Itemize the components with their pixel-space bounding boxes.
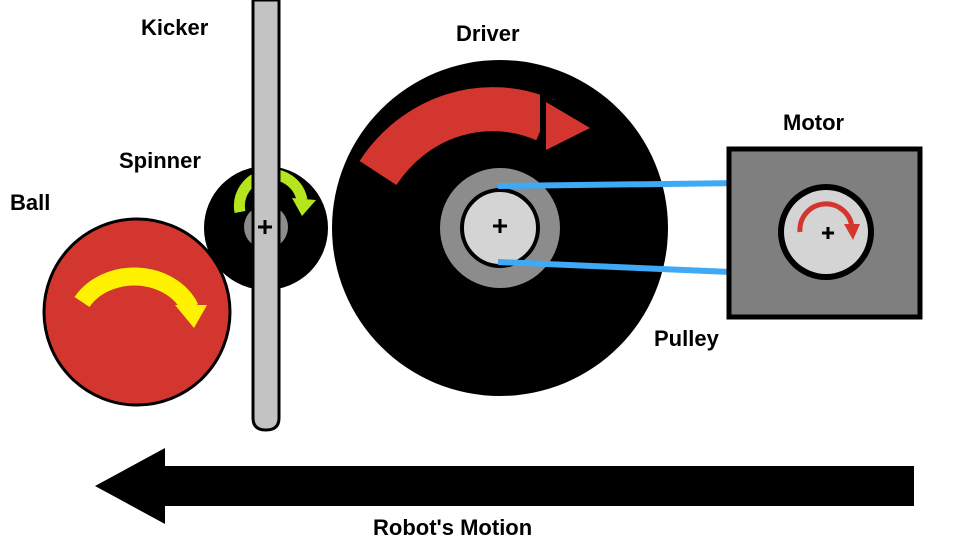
spinner-label: Spinner: [119, 148, 201, 173]
kicker-bar: [251, 0, 281, 432]
kicker-label: Kicker: [141, 15, 209, 40]
ball-label: Ball: [10, 190, 50, 215]
motion-label: Robot's Motion: [373, 515, 532, 540]
plus-marker-icon: [822, 227, 834, 239]
rotation-arrow-icon: [74, 267, 207, 328]
pulley-label: Pulley: [654, 326, 720, 351]
plus-marker-icon: [493, 219, 507, 233]
ball-body: [42, 217, 232, 407]
motor: [726, 146, 923, 320]
motion-arrow-icon: [95, 448, 914, 524]
rotation-arrow-icon: [797, 201, 860, 240]
rotation-arrow-icon: [359, 87, 597, 186]
driver-wheel: [332, 60, 668, 396]
plus-marker-icon: [258, 220, 272, 234]
motor-label: Motor: [783, 110, 845, 135]
ball: [42, 217, 232, 407]
driver-label: Driver: [456, 21, 520, 46]
